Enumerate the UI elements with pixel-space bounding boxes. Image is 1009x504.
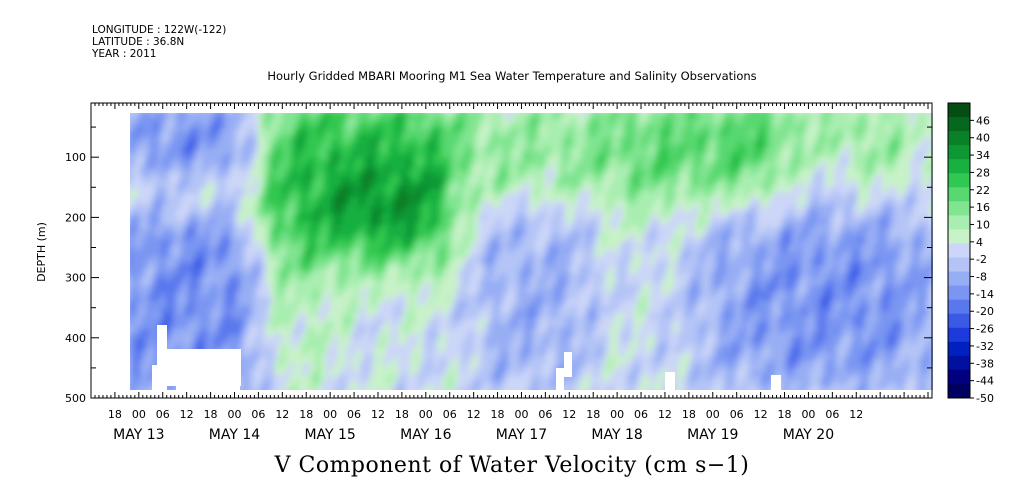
x-day-label: MAY 14	[209, 427, 260, 443]
variable-title: V Component of Water Velocity (cm s−1)	[274, 453, 750, 478]
x-tick-label: 06	[538, 408, 552, 421]
x-tick-label: 12	[467, 408, 481, 421]
y-tick-label: 300	[65, 272, 86, 285]
x-tick-label: 06	[251, 408, 265, 421]
velocity-heatmap	[130, 113, 933, 390]
x-day-label: MAY 18	[591, 427, 642, 443]
x-day-label: MAY 19	[687, 427, 738, 443]
y-tick-label: 100	[65, 151, 86, 164]
colorbar-label: 22	[976, 184, 990, 197]
colorbar-swatch	[948, 201, 970, 216]
colorbar-label: -50	[976, 392, 994, 405]
colorbar-label: -8	[976, 271, 987, 284]
colorbar-label: 46	[976, 114, 990, 127]
colorbar-swatch	[948, 243, 970, 259]
colorbar-label: 10	[976, 218, 990, 231]
x-tick-label: 06	[443, 408, 457, 421]
chart-title: Hourly Gridded MBARI Mooring M1 Sea Wate…	[267, 69, 757, 83]
x-tick-label: 00	[132, 408, 146, 421]
colorbar-swatch	[948, 215, 970, 230]
x-tick-label: 18	[108, 408, 122, 421]
colorbar-label: -20	[976, 305, 994, 318]
colorbar-swatch	[948, 341, 970, 357]
colorbar-swatch	[948, 369, 970, 385]
colorbar-swatch	[948, 383, 970, 399]
x-tick-label: 00	[514, 408, 528, 421]
x-tick-label: 18	[395, 408, 409, 421]
x-tick-label: 18	[682, 408, 696, 421]
x-tick-label: 18	[778, 408, 792, 421]
plot-frame	[90, 102, 933, 399]
colorbar-label: -26	[976, 323, 994, 336]
colorbar-label: -44	[976, 375, 994, 388]
colorbar-swatch	[948, 299, 970, 315]
x-tick-label: 06	[347, 408, 361, 421]
x-tick-label: 18	[491, 408, 505, 421]
y-tick-label: 500	[65, 392, 86, 405]
colorbar-label: -38	[976, 357, 994, 370]
x-day-label: MAY 13	[113, 427, 164, 443]
colorbar-swatch	[948, 327, 970, 343]
colorbar-swatch	[948, 145, 970, 160]
year-label: YEAR : 2011	[92, 48, 157, 60]
x-day-label: MAY 17	[496, 427, 547, 443]
colorbar-swatch	[948, 229, 970, 244]
y-tick-label: 400	[65, 332, 86, 345]
y-axis-title: DEPTH (m)	[35, 222, 48, 282]
colorbar-label: -14	[976, 288, 994, 301]
colorbar-swatch	[948, 313, 970, 329]
x-tick-label: 06	[825, 408, 839, 421]
colorbar-swatch	[948, 173, 970, 188]
colorbar-swatch	[948, 271, 970, 287]
y-tick-label: 200	[65, 211, 86, 224]
colorbar-swatch	[948, 159, 970, 174]
colorbar-label: 4	[976, 236, 983, 249]
y-axis: 100 200 300 400 500	[65, 126, 932, 405]
x-tick-label: 12	[849, 408, 863, 421]
missing-data-gaps	[152, 325, 781, 392]
x-tick-label: 12	[371, 408, 385, 421]
x-tick-label: 12	[562, 408, 576, 421]
colorbar-swatch	[948, 355, 970, 371]
x-tick-label: 18	[299, 408, 313, 421]
x-axis: 18 00 06 12 18 00 06 12 18 00 06 12 18 00 06 12 18 00 06 12…	[90, 103, 933, 443]
colorbar-label: 16	[976, 201, 990, 214]
colorbar-label: -2	[976, 253, 987, 266]
colorbar-swatch	[948, 103, 970, 118]
x-tick-label: 06	[634, 408, 648, 421]
x-tick-label: 00	[323, 408, 337, 421]
x-tick-label: 00	[706, 408, 720, 421]
x-tick-label: 00	[419, 408, 433, 421]
colorbar-swatch	[948, 187, 970, 202]
x-day-label: MAY 16	[400, 427, 451, 443]
x-tick-label: 12	[754, 408, 768, 421]
x-day-label: MAY 15	[304, 427, 355, 443]
colorbar-label: 28	[976, 166, 990, 179]
colorbar-label: 40	[976, 132, 990, 145]
colorbar-label: -32	[976, 340, 994, 353]
colorbar-swatch	[948, 117, 970, 132]
x-tick-label: 00	[227, 408, 241, 421]
x-tick-label: 12	[275, 408, 289, 421]
x-day-label: MAY 20	[783, 427, 834, 443]
x-tick-label: 00	[801, 408, 815, 421]
colorbar-swatch	[948, 131, 970, 146]
longitude-label: LONGITUDE : 122W(-122)	[92, 24, 227, 36]
colorbar-swatch	[948, 257, 970, 273]
colorbar-label: 34	[976, 149, 990, 162]
x-tick-label: 18	[204, 408, 218, 421]
colorbar-swatch	[948, 285, 970, 301]
latitude-label: LATITUDE : 36.8N	[92, 36, 185, 48]
x-tick-label: 18	[586, 408, 600, 421]
colorbar: 46 40 34 28 22 16 10 4 -2 -8 -14 -20 -26 -32 -38 -44 -50	[947, 102, 994, 405]
x-tick-label: 06	[730, 408, 744, 421]
x-tick-label: 00	[610, 408, 624, 421]
x-tick-label: 12	[658, 408, 672, 421]
x-tick-label: 06	[156, 408, 170, 421]
x-tick-label: 12	[180, 408, 194, 421]
